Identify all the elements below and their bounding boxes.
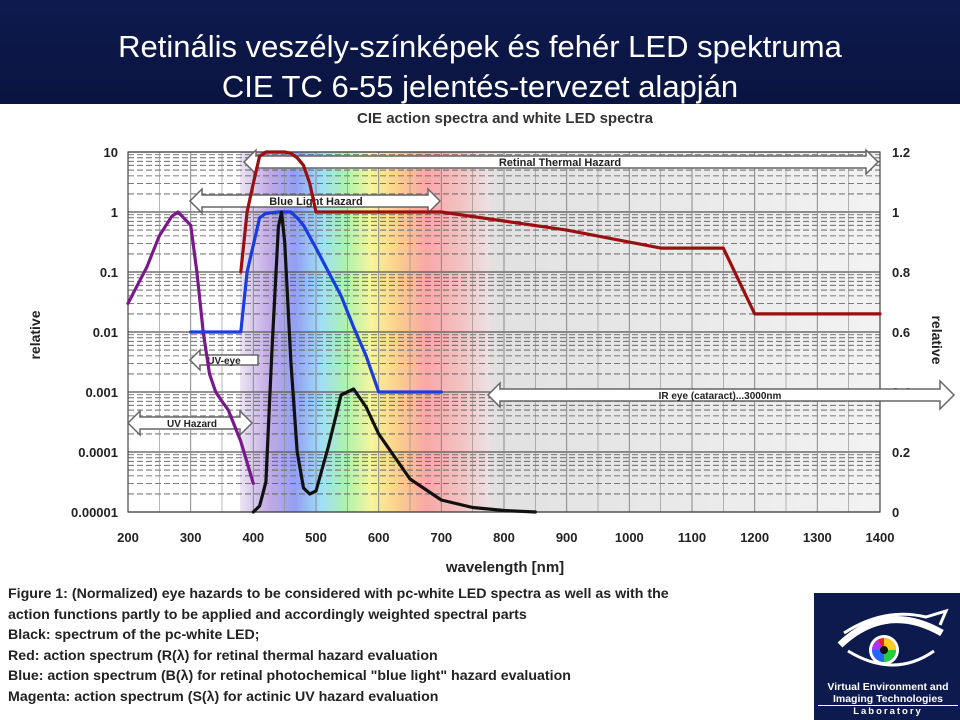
ir-eye-arrow — [486, 379, 956, 411]
y-left-tick-label: 0.00001 — [71, 505, 118, 520]
y-right-tick-label: 0.8 — [892, 265, 910, 280]
caption-line-6: Magenta: action spectrum (S(λ) for actin… — [8, 688, 439, 705]
x-tick-label: 1000 — [615, 530, 644, 545]
title-banner — [0, 0, 960, 104]
logo-line1: Virtual Environment and — [827, 681, 949, 693]
x-tick-label: 800 — [493, 530, 515, 545]
series-line-r — [239, 150, 882, 316]
y-right-tick-label: 0.2 — [892, 445, 910, 460]
series-line-b — [189, 210, 443, 394]
x-tick-label: 400 — [242, 530, 264, 545]
x-tick-label: 1300 — [803, 530, 832, 545]
y-left-tick-label: 0.001 — [85, 385, 118, 400]
uv-hazard-arrow — [126, 409, 254, 437]
series-line-led — [251, 210, 537, 514]
y-axis-label-left: relative — [27, 310, 43, 359]
x-tick-label: 500 — [305, 530, 327, 545]
ir-eye-label: IR eye (cataract)...3000nm — [659, 391, 782, 402]
series-line-s — [126, 210, 255, 485]
figure-caption: Figure 1: (Normalized) eye hazards to be… — [8, 584, 808, 708]
x-tick-label: 1200 — [740, 530, 769, 545]
uv-hazard-label: UV Hazard — [167, 419, 217, 430]
y-right-tick-label: 1.2 — [892, 145, 910, 160]
y-right-tick-label: 0.6 — [892, 325, 910, 340]
uv-eye-label: UV-eye — [207, 356, 241, 367]
caption-line-3: Black: spectrum of the pc-white LED; — [8, 627, 260, 644]
y-axis-label-right: relative — [929, 315, 945, 364]
caption-line-1: Figure 1: (Normalized) eye hazards to be… — [8, 586, 669, 602]
x-tick-label: 1100 — [678, 530, 706, 545]
x-tick-label: 900 — [556, 530, 578, 545]
slide-title-line1: Retinális veszély-színképek és fehér LED… — [118, 29, 842, 64]
blue-light-label: Blue Light Hazard — [269, 196, 363, 208]
x-tick-label: 200 — [117, 530, 139, 545]
x-tick-label: 300 — [180, 530, 202, 545]
y-left-tick-label: 0.1 — [100, 265, 118, 280]
x-tick-label: 700 — [430, 530, 452, 545]
cie-spectra-chart: CIE action spectra and white LED spectra… — [27, 110, 956, 576]
y-left-tick-label: 0.0001 — [78, 445, 118, 460]
caption-line-4: Red: action spectrum (R(λ) for retinal t… — [8, 647, 438, 664]
caption-line-2: action functions partly to be applied an… — [8, 606, 527, 623]
x-tick-label: 1400 — [866, 530, 895, 545]
eye-logo-icon — [837, 608, 949, 667]
x-tick-label: 600 — [368, 530, 390, 545]
slide-title-line2: CIE TC 6-55 jelentés-tervezet alapján — [221, 69, 739, 104]
y-left-tick-label: 1 — [111, 205, 118, 220]
y-left-tick-label: 0.01 — [93, 325, 118, 340]
y-right-tick-label: 1 — [892, 205, 899, 220]
x-axis-label: wavelength [nm] — [445, 559, 564, 576]
lab-logo: Virtual Environment and Imaging Technolo… — [814, 593, 960, 720]
logo-line2: Imaging Technologies — [832, 693, 944, 705]
chart-title: CIE action spectra and white LED spectra — [357, 110, 654, 127]
caption-line-5: Blue: action spectrum (B(λ) for retinal … — [8, 668, 571, 685]
y-right-tick-label: 0 — [892, 505, 899, 520]
y-left-tick-label: 10 — [104, 145, 118, 160]
logo-line3: Laboratory — [818, 705, 958, 718]
retinal-thermal-label: Retinal Thermal Hazard — [499, 157, 621, 169]
